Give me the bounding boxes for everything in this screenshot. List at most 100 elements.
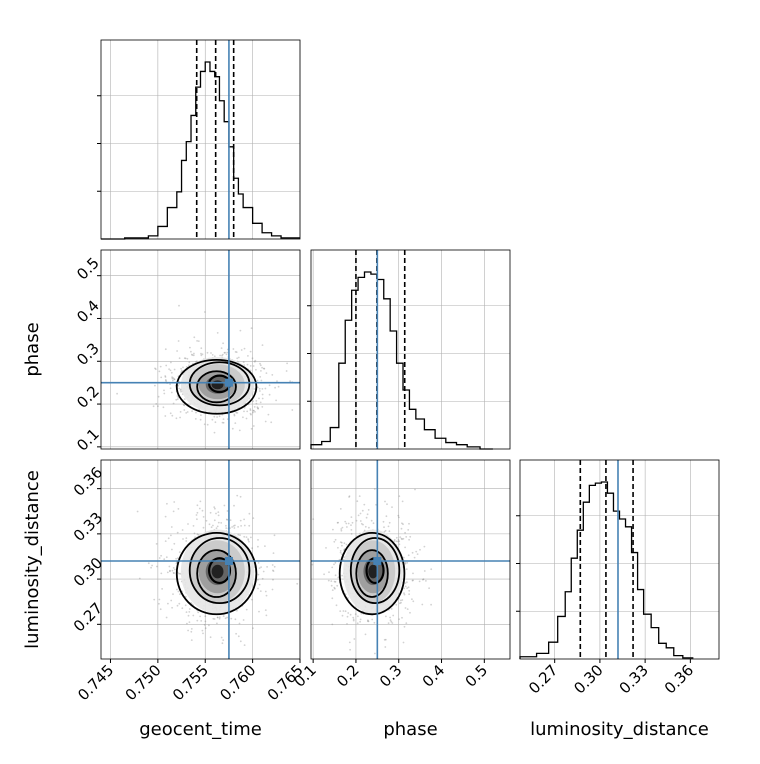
scatter-point	[367, 509, 370, 511]
scatter-point	[258, 567, 261, 569]
scatter-point	[169, 569, 171, 572]
scatter-point	[245, 608, 248, 611]
scatter-point	[407, 586, 410, 589]
scatter-point	[254, 411, 256, 413]
scatter-point	[360, 522, 363, 525]
scatter-point	[175, 562, 178, 565]
scatter-point	[243, 406, 246, 409]
scatter-point	[422, 578, 424, 581]
scatter-point	[196, 533, 199, 536]
scatter-point	[243, 535, 246, 538]
scatter-point	[405, 622, 408, 624]
scatter-point	[328, 571, 330, 574]
scatter-point	[221, 353, 224, 356]
scatter-point	[333, 540, 336, 543]
contour-line	[188, 537, 251, 605]
scatter-point	[158, 598, 161, 601]
scatter-point	[216, 332, 219, 334]
scatter-point	[201, 353, 204, 356]
scatter-point	[155, 403, 158, 405]
scatter-point	[138, 577, 141, 580]
scatter-point	[185, 412, 188, 414]
scatter-point	[158, 370, 161, 373]
scatter-point	[265, 372, 268, 374]
scatter-point	[185, 537, 188, 539]
scatter-point	[340, 528, 343, 530]
scatter-point	[224, 351, 227, 354]
scatter-point	[225, 353, 228, 356]
injection-marker	[373, 557, 382, 566]
scatter-point	[404, 585, 407, 588]
x-tick-label: 0.4	[419, 661, 449, 691]
scatter-point	[219, 354, 222, 357]
contour-line	[175, 358, 258, 415]
x-tick-label: 0.745	[74, 661, 117, 704]
scatter-point	[247, 538, 250, 540]
scatter-point	[412, 579, 414, 582]
scatter-point	[240, 525, 243, 527]
scatter-point	[389, 616, 391, 619]
scatter-point	[330, 584, 333, 587]
scatter-point	[251, 357, 254, 360]
scatter-point	[255, 402, 258, 405]
scatter-point	[188, 361, 191, 364]
scatter-point	[180, 367, 183, 370]
scatter-point	[226, 519, 229, 521]
scatter-point	[364, 633, 367, 636]
density-level	[211, 564, 224, 579]
scatter-point	[353, 638, 356, 640]
scatter-point	[249, 409, 252, 412]
scatter-point	[188, 364, 190, 367]
scatter-point	[409, 611, 411, 614]
scatter-point	[374, 652, 376, 655]
scatter-point	[158, 557, 161, 559]
scatter-point	[184, 357, 187, 360]
scatter-point	[359, 520, 362, 522]
scatter-point	[350, 524, 352, 526]
scatter-point	[265, 614, 268, 617]
scatter-point	[170, 599, 173, 602]
scatter-point	[251, 547, 254, 549]
joint-panel-geocent_time-luminosity_distance	[100, 459, 301, 660]
scatter-point	[247, 355, 249, 357]
scatter-point	[181, 529, 184, 531]
scatter-point	[271, 374, 274, 376]
scatter-point	[186, 411, 189, 413]
scatter-point	[166, 571, 169, 574]
scatter-point	[339, 610, 342, 612]
scatter-point	[167, 602, 169, 605]
scatter-point	[194, 536, 197, 539]
scatter-point	[186, 357, 189, 360]
scatter-point	[264, 545, 266, 547]
scatter-point	[208, 523, 211, 526]
scatter-point	[223, 504, 226, 507]
scatter-point	[239, 329, 242, 332]
scatter-point	[226, 616, 229, 619]
scatter-point	[398, 495, 401, 498]
scatter-point	[179, 389, 182, 391]
scatter-point	[411, 551, 414, 554]
panel-frame	[100, 249, 301, 450]
scatter-point	[418, 580, 421, 583]
scatter-point	[400, 527, 403, 530]
scatter-point	[169, 412, 172, 415]
scatter-point	[116, 392, 118, 395]
scatter-point	[242, 416, 244, 419]
scatter-point	[367, 620, 370, 623]
scatter-point	[398, 618, 400, 621]
scatter-point	[204, 311, 206, 313]
scatter-point	[172, 377, 175, 379]
scatter-point	[339, 550, 342, 552]
scatter-point	[350, 516, 353, 518]
scatter-point	[185, 540, 188, 542]
scatter-point	[364, 525, 367, 528]
scatter-point	[222, 421, 225, 424]
scatter-point	[340, 541, 343, 544]
y-tick-label: 0.2	[73, 382, 103, 412]
x-tick-label: 0.36	[661, 661, 697, 697]
scatter-point	[395, 536, 398, 539]
x-tick-label: 0.2	[333, 661, 363, 691]
scatter-point	[217, 511, 220, 513]
scatter-point	[246, 410, 249, 413]
scatter-point	[273, 534, 276, 537]
